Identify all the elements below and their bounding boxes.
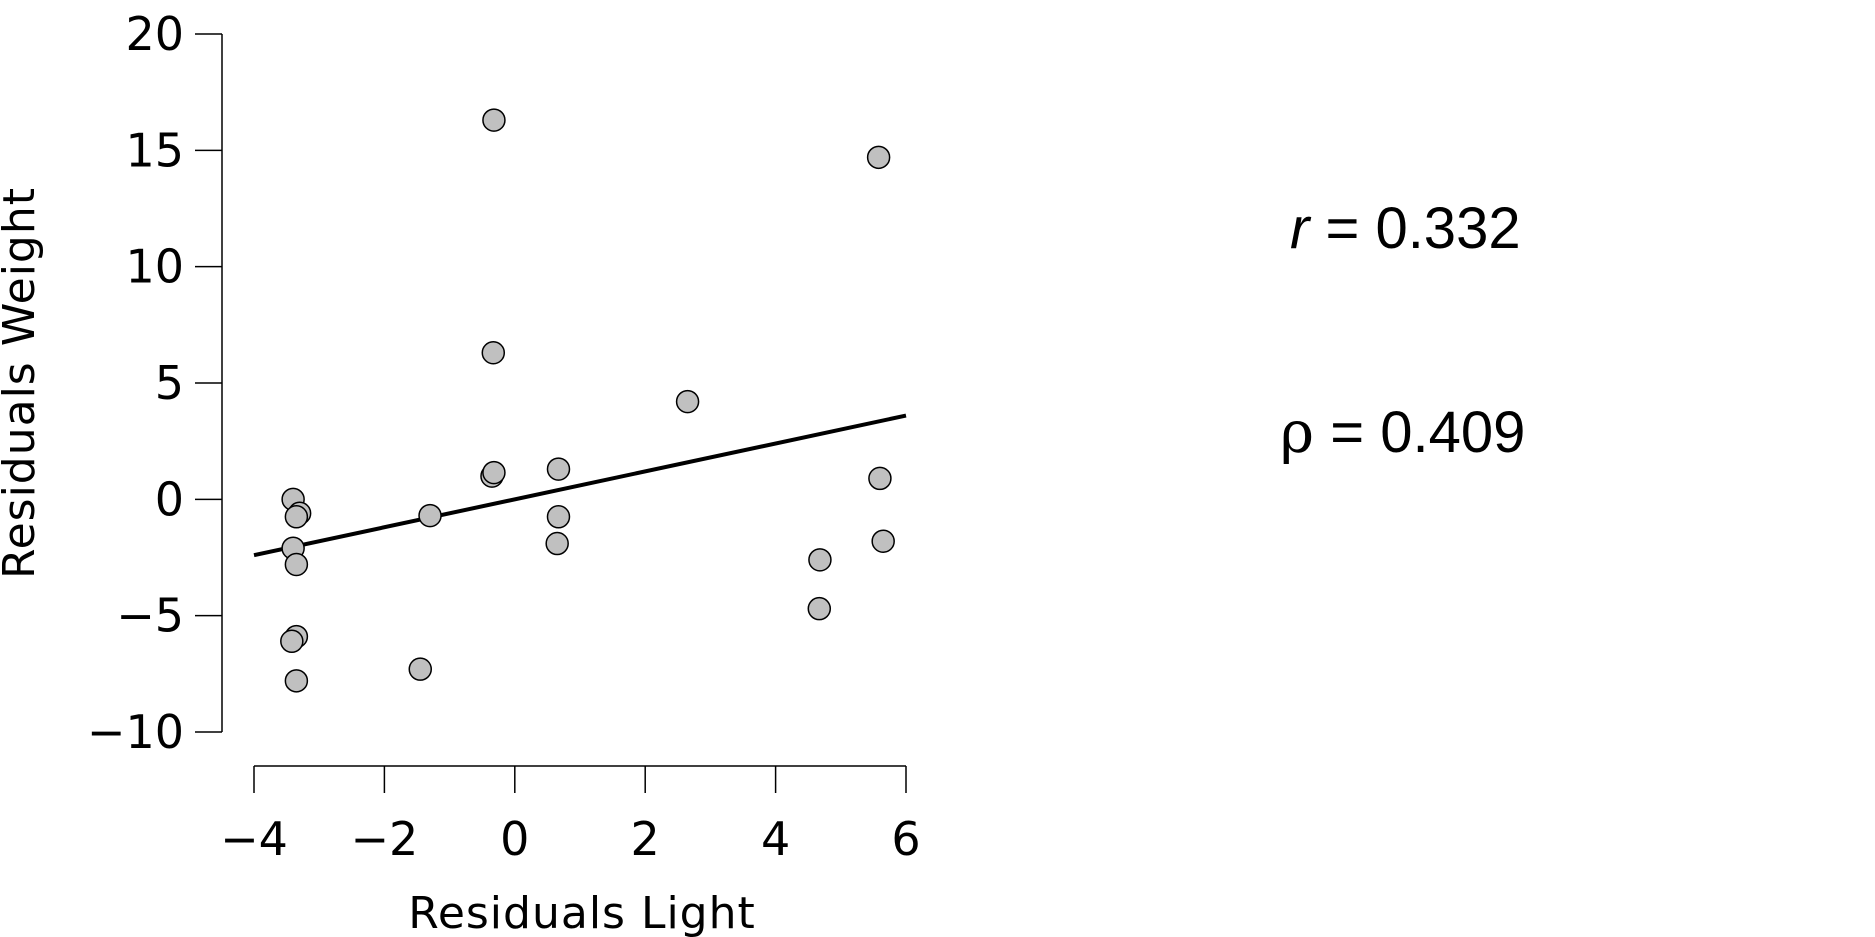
y-tick-label: −5 bbox=[116, 589, 184, 643]
data-point bbox=[545, 531, 569, 556]
x-tick-label: −4 bbox=[220, 812, 288, 866]
data-point bbox=[482, 108, 506, 132]
data-point bbox=[408, 657, 433, 681]
data-point bbox=[868, 466, 892, 491]
y-tick-label: −10 bbox=[87, 705, 184, 759]
data-point bbox=[546, 457, 571, 481]
x-axis-title: Residuals Light bbox=[408, 888, 756, 937]
y-tick-label: 0 bbox=[155, 472, 184, 526]
data-point bbox=[871, 529, 895, 553]
x-tick-label: 0 bbox=[500, 812, 529, 866]
y-tick-label: 10 bbox=[125, 240, 184, 294]
data-point bbox=[675, 389, 700, 414]
data-point bbox=[546, 505, 571, 529]
y-tick-label: 20 bbox=[125, 7, 184, 61]
x-axis: −4 −2 0 2 4 6 bbox=[220, 765, 921, 866]
data-point bbox=[418, 503, 442, 528]
y-axis: −10 −5 0 5 10 15 20 bbox=[87, 7, 223, 759]
rho-value: = 0.409 bbox=[1330, 400, 1526, 465]
x-tick-label: 6 bbox=[891, 812, 920, 866]
y-tick-label: 15 bbox=[125, 123, 184, 177]
data-point bbox=[808, 548, 832, 572]
regression-line bbox=[253, 413, 907, 558]
data-point bbox=[280, 629, 304, 654]
r-symbol: r bbox=[1290, 196, 1310, 261]
data-point bbox=[807, 596, 832, 621]
spearman-rho-label: ρ = 0.409 bbox=[1280, 398, 1525, 466]
data-points bbox=[280, 108, 895, 693]
r-value: = 0.332 bbox=[1325, 196, 1521, 261]
data-point bbox=[284, 552, 309, 577]
x-tick-label: 4 bbox=[761, 812, 790, 866]
data-point bbox=[482, 460, 506, 485]
regression-line-group bbox=[253, 413, 907, 558]
x-tick-label: −2 bbox=[350, 812, 418, 866]
data-point bbox=[866, 145, 891, 170]
data-point bbox=[284, 669, 309, 693]
pearson-r-label: r = 0.332 bbox=[1290, 195, 1521, 262]
y-axis-title: Residuals Weight bbox=[0, 187, 45, 579]
data-point bbox=[481, 341, 506, 365]
x-tick-label: 2 bbox=[631, 812, 660, 866]
rho-symbol: ρ bbox=[1280, 398, 1315, 466]
data-point bbox=[284, 505, 309, 529]
y-tick-label: 5 bbox=[155, 356, 184, 410]
